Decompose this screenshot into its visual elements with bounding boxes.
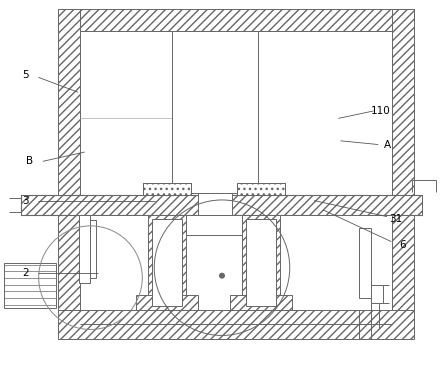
Bar (148, 215, 186, 309)
Bar (21, 195, 422, 215)
Bar (371, 285, 383, 303)
Bar (136, 295, 198, 309)
Text: 31: 31 (389, 214, 402, 224)
Bar (58, 9, 414, 31)
Text: 5: 5 (22, 70, 28, 80)
Bar (143, 183, 191, 195)
Bar (80, 215, 392, 309)
Text: 110: 110 (370, 106, 390, 116)
Text: 2: 2 (22, 268, 28, 278)
Circle shape (220, 273, 225, 278)
Text: B: B (26, 156, 33, 166)
Bar (58, 215, 80, 309)
Bar (359, 228, 371, 298)
Text: 6: 6 (399, 240, 406, 250)
Text: 3: 3 (22, 196, 28, 206)
Bar (392, 215, 414, 309)
Bar (230, 295, 292, 309)
Bar (58, 309, 414, 339)
Bar (90, 220, 97, 278)
Bar (4, 263, 56, 308)
Bar (242, 215, 280, 309)
Bar (237, 183, 285, 195)
Bar (78, 215, 90, 283)
Bar (198, 193, 232, 215)
Bar (186, 215, 242, 235)
Text: A: A (384, 140, 391, 150)
Bar (152, 219, 182, 306)
Bar (143, 183, 191, 195)
Bar (80, 31, 392, 195)
Bar (172, 31, 258, 193)
Bar (237, 183, 285, 195)
Bar (392, 9, 414, 195)
Bar (58, 9, 80, 195)
Bar (246, 219, 276, 306)
